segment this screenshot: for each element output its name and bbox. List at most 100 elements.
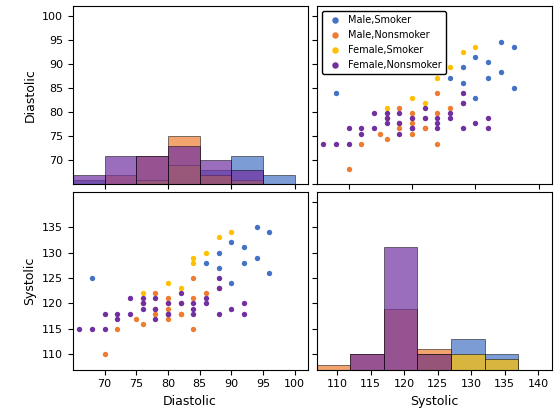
Point: [189, 326, 198, 332]
Point: [227, 305, 236, 312]
Female,Nonsmoker: [357, 130, 366, 137]
Male,Nonsmoker: [382, 135, 391, 142]
Legend: Male,Smoker, Male,Nonsmoker, Female,Smoker, Female,Nonsmoker: Male,Smoker, Male,Nonsmoker, Female,Smok…: [322, 11, 446, 74]
Point: [151, 305, 160, 312]
Point: [113, 310, 122, 317]
Point: [227, 229, 236, 236]
Male,Smoker: [332, 89, 340, 96]
Bar: [136, 155, 168, 184]
Point: [151, 315, 160, 322]
Female,Nonsmoker: [433, 120, 442, 127]
Point: [132, 315, 141, 322]
Female,Nonsmoker: [408, 125, 417, 132]
Point: [227, 280, 236, 286]
Point: [202, 249, 211, 256]
Point: [189, 260, 198, 266]
Point: [138, 300, 147, 307]
Male,Nonsmoker: [408, 130, 417, 137]
Point: [74, 326, 83, 332]
Male,Nonsmoker: [376, 130, 385, 137]
Female,Smoker: [433, 74, 442, 81]
Bar: [105, 155, 136, 184]
Male,Smoker: [509, 84, 518, 91]
Female,Smoker: [471, 44, 480, 50]
Point: [125, 310, 134, 317]
Male,Nonsmoker: [458, 100, 467, 106]
Point: [189, 300, 198, 307]
Point: [100, 310, 109, 317]
Point: [252, 224, 261, 231]
Bar: [105, 175, 136, 184]
Male,Smoker: [471, 94, 480, 101]
Male,Smoker: [458, 64, 467, 71]
Female,Nonsmoker: [344, 125, 353, 132]
Male,Smoker: [484, 59, 493, 66]
Male,Nonsmoker: [420, 115, 429, 122]
Female,Nonsmoker: [395, 110, 404, 116]
Female,Smoker: [458, 49, 467, 55]
Point: [202, 295, 211, 302]
Point: [176, 290, 185, 297]
Point: [164, 310, 172, 317]
Bar: [384, 309, 418, 370]
Female,Nonsmoker: [357, 125, 366, 132]
Point: [164, 315, 172, 322]
Male,Nonsmoker: [408, 115, 417, 122]
Bar: [200, 175, 231, 184]
Bar: [136, 180, 168, 184]
Bar: [231, 155, 263, 184]
Male,Smoker: [484, 74, 493, 81]
Female,Nonsmoker: [446, 110, 455, 116]
Point: [138, 295, 147, 302]
Point: [138, 320, 147, 327]
Female,Nonsmoker: [395, 130, 404, 137]
Female,Nonsmoker: [344, 140, 353, 147]
Male,Nonsmoker: [433, 140, 442, 147]
Point: [164, 300, 172, 307]
Point: [113, 315, 122, 322]
Male,Smoker: [446, 74, 455, 81]
Bar: [351, 354, 384, 370]
Male,Nonsmoker: [395, 105, 404, 111]
Point: [240, 260, 249, 266]
Bar: [168, 165, 200, 184]
Male,Nonsmoker: [433, 89, 442, 96]
Point: [176, 300, 185, 307]
Female,Nonsmoker: [471, 120, 480, 127]
Point: [189, 275, 198, 281]
Bar: [317, 365, 351, 370]
Female,Smoker: [446, 64, 455, 71]
Point: [176, 285, 185, 291]
X-axis label: Diastolic: Diastolic: [163, 395, 217, 408]
Bar: [200, 160, 231, 184]
Point: [202, 260, 211, 266]
Point: [189, 310, 198, 317]
Bar: [231, 170, 263, 184]
Point: [125, 295, 134, 302]
Female,Nonsmoker: [408, 115, 417, 122]
Point: [214, 275, 223, 281]
Bar: [168, 136, 200, 184]
Female,Nonsmoker: [484, 115, 493, 122]
Male,Nonsmoker: [433, 110, 442, 116]
Point: [202, 290, 211, 297]
Female,Nonsmoker: [370, 110, 379, 116]
Bar: [200, 170, 231, 184]
Point: [189, 254, 198, 261]
Female,Smoker: [408, 94, 417, 101]
Male,Nonsmoker: [408, 120, 417, 127]
Male,Nonsmoker: [382, 115, 391, 122]
Female,Nonsmoker: [433, 115, 442, 122]
Female,Nonsmoker: [408, 125, 417, 132]
Point: [151, 310, 160, 317]
Bar: [73, 180, 105, 184]
Female,Nonsmoker: [458, 89, 467, 96]
Female,Nonsmoker: [484, 125, 493, 132]
Point: [176, 310, 185, 317]
Female,Nonsmoker: [420, 105, 429, 111]
Point: [164, 310, 172, 317]
Point: [265, 270, 274, 276]
Bar: [484, 360, 518, 370]
Female,Smoker: [433, 69, 442, 76]
Point: [87, 275, 96, 281]
